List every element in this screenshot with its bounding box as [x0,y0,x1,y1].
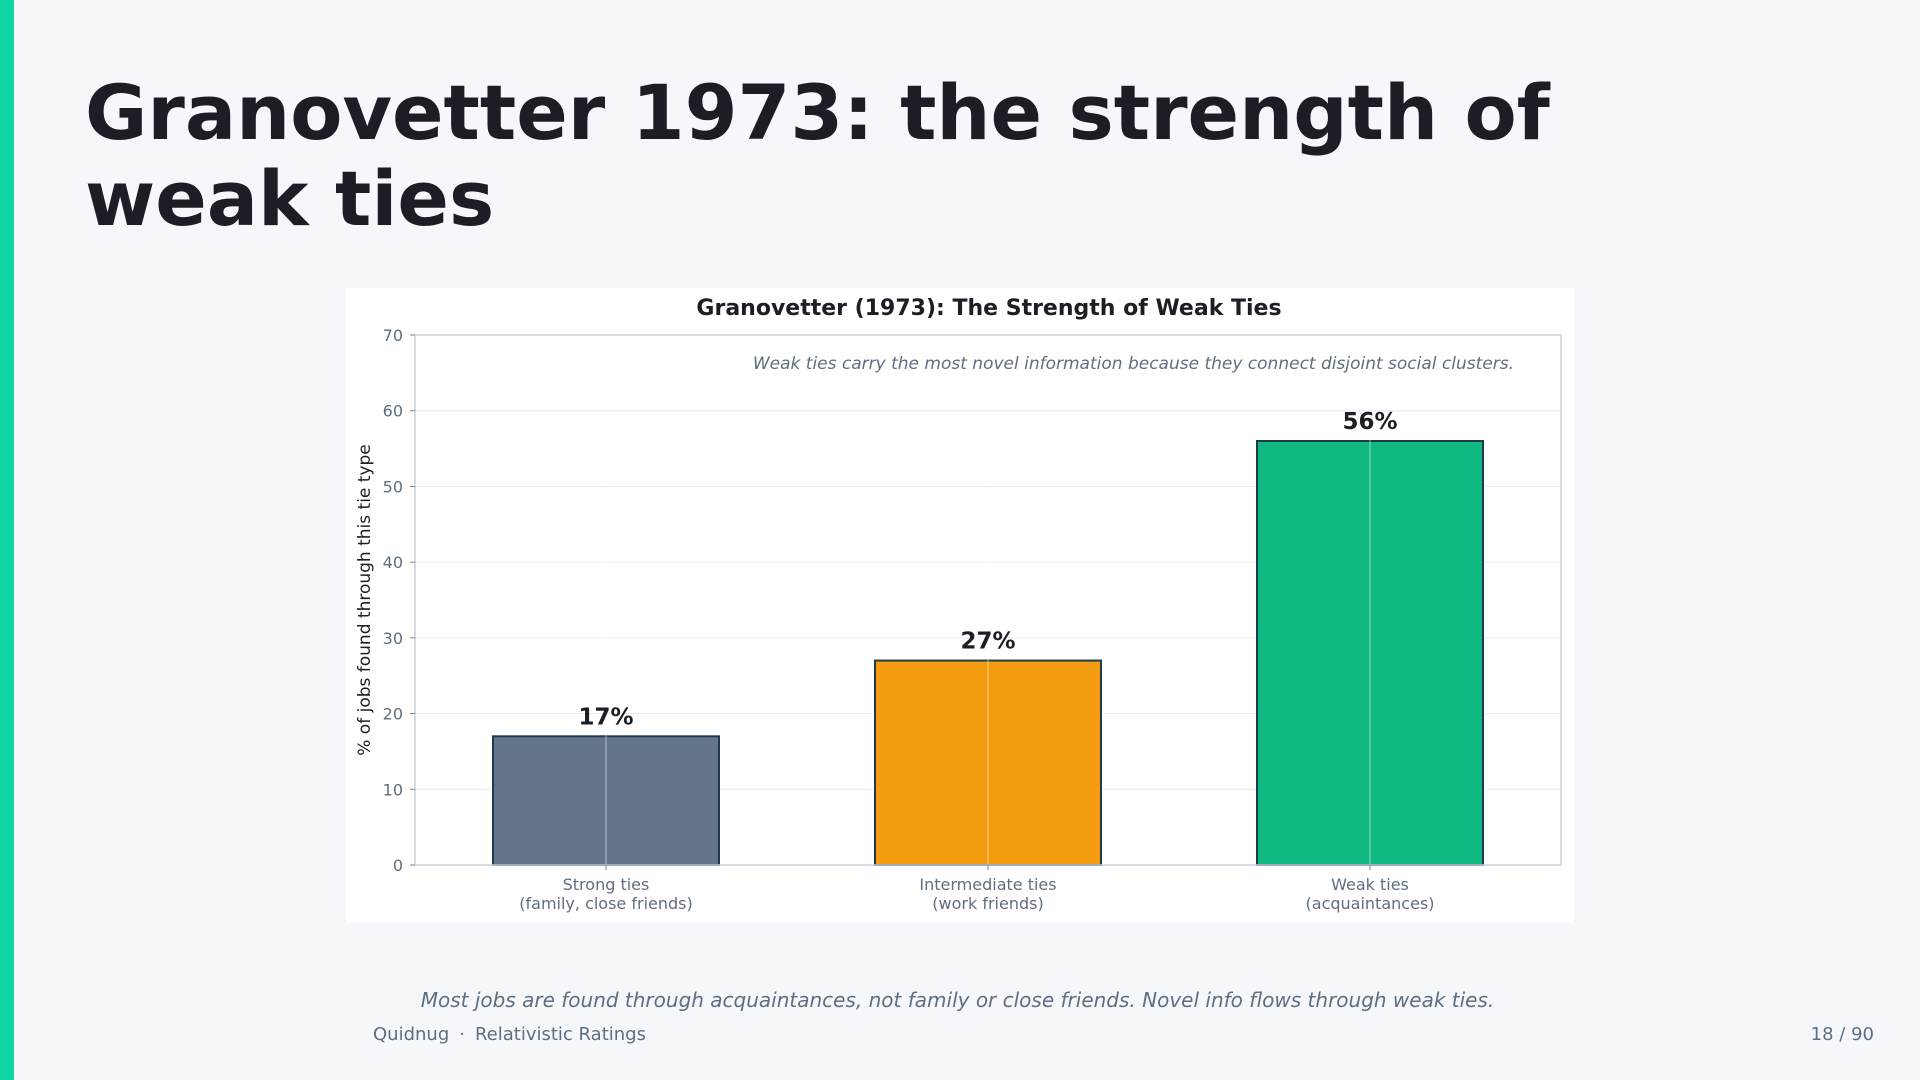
x-tick-label: Weak ties [1331,875,1409,894]
value-labels: 17% 27% 56% [578,409,1397,730]
y-tick-label: 50 [383,477,403,496]
slide-title: Granovetter 1973: the strength of weak t… [85,68,1550,243]
y-tick-label: 20 [383,705,403,724]
chart-panel: Granovetter (1973): The Strength of Weak… [346,288,1574,922]
vertical-gridlines [605,335,1371,865]
y-tick-label: 70 [383,326,403,345]
x-tick-label: Strong ties [563,875,650,894]
y-tick-label: 60 [383,402,403,421]
y-tick-label: 0 [393,856,403,875]
x-tick-label: (work friends) [932,894,1043,913]
slide-caption: Most jobs are found through acquaintance… [420,988,1495,1012]
y-axis-label: % of jobs found through this tie type [355,444,375,756]
y-tick-label: 10 [383,780,403,799]
page-number: 18 / 90 [1810,1024,1874,1045]
footer-brand-line: Quidnug · Relativistic Ratings [373,1024,646,1045]
bar-chart: Granovetter (1973): The Strength of Weak… [355,296,1562,913]
bar-value-label: 17% [578,704,633,730]
accent-bar [0,0,14,1080]
footer-section: Relativistic Ratings [474,1024,646,1045]
x-tick-label: Intermediate ties [919,875,1056,894]
bar-value-label: 56% [1342,409,1397,435]
y-tick-label: 40 [383,553,403,572]
y-tick-label: 30 [383,629,403,648]
x-tick-label: (family, close friends) [519,894,692,913]
footer-brand: Quidnug [373,1024,450,1045]
axes: 0 10 20 30 40 50 60 70 Strong ties(family, close… [383,326,1435,913]
bar-value-label: 27% [960,629,1015,655]
chart-annotation: Weak ties carry the most novel informati… [753,354,1514,374]
x-tick-label: (acquaintances) [1306,894,1435,913]
footer-separator: · [459,1024,465,1045]
chart-title: Granovetter (1973): The Strength of Weak… [696,296,1281,321]
